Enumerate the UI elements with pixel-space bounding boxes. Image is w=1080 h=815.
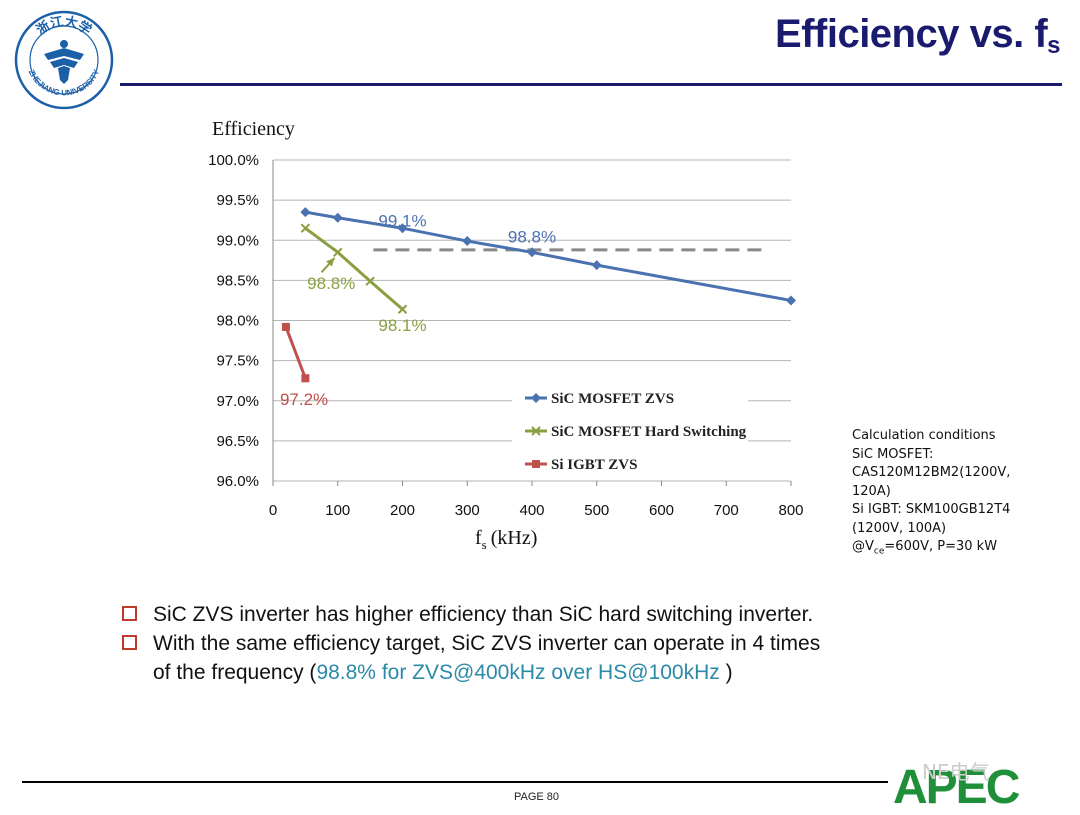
legend-label: SiC MOSFET ZVS bbox=[551, 391, 674, 407]
y-tick-label: 97.5% bbox=[216, 353, 259, 370]
data-label: 97.2% bbox=[280, 390, 328, 409]
y-tick-label: 96.5% bbox=[216, 433, 259, 450]
data-point-stroke bbox=[365, 276, 375, 286]
data-point bbox=[301, 374, 310, 383]
title-divider bbox=[120, 83, 1062, 86]
data-point bbox=[786, 295, 796, 306]
efficiency-chart: Efficiency 96.0% 96.5% 97.0% 97.5% 98.0% 98.5… bbox=[208, 118, 804, 552]
x-tick-label: 200 bbox=[390, 502, 415, 519]
x-tick-label: 100 bbox=[325, 502, 350, 519]
data-point bbox=[462, 236, 473, 247]
bullet-text: SiC ZVS inverter has higher efficiency t… bbox=[153, 603, 814, 626]
bullet-text-pre: of the frequency ( bbox=[153, 661, 317, 684]
calculation-conditions: Calculation conditions SiC MOSFET: CAS12… bbox=[852, 427, 1052, 561]
university-logo: 浙江大学 ZHEJIANG UNIVERSITY bbox=[14, 10, 114, 110]
chart-series bbox=[281, 207, 796, 383]
watermark: NE电气 bbox=[922, 760, 990, 784]
data-point-stroke bbox=[300, 223, 311, 233]
x-axis-label-unit: (kHz) bbox=[491, 527, 538, 549]
condition-subscript: ce bbox=[873, 546, 885, 557]
data-point bbox=[531, 426, 541, 436]
bullet-box-icon bbox=[122, 606, 137, 621]
x-tick-label: 800 bbox=[778, 502, 803, 519]
condition-line: SiC MOSFET: bbox=[852, 446, 934, 462]
page-number: PAGE 80 bbox=[514, 791, 560, 803]
bullet-highlight: 98.8% for ZVS@400kHz over HS@100kHz bbox=[316, 661, 720, 684]
data-point bbox=[527, 247, 537, 258]
x-axis-label-text: f bbox=[475, 527, 482, 549]
chart-legend: SiC MOSFET ZVS SiC MOSFET Hard Switching S… bbox=[512, 380, 748, 476]
data-point bbox=[397, 304, 408, 314]
data-point bbox=[300, 207, 311, 218]
y-tick-label: 96.0% bbox=[216, 473, 259, 490]
condition-line: 120A) bbox=[852, 483, 891, 499]
data-point bbox=[300, 223, 311, 233]
condition-line: CAS120M12BM2(1200V, bbox=[852, 465, 1011, 480]
x-tick-label: 400 bbox=[519, 502, 544, 519]
series-group bbox=[300, 223, 408, 314]
data-point bbox=[332, 212, 343, 223]
data-label: 98.1% bbox=[378, 316, 426, 335]
data-label: 98.8% bbox=[307, 274, 355, 293]
condition-suffix: =600V, P=30 kW bbox=[884, 539, 998, 554]
legend-background bbox=[512, 380, 748, 476]
legend-label: Si IGBT ZVS bbox=[551, 457, 637, 473]
x-axis-label: fs (kHz) bbox=[475, 527, 537, 552]
series-group bbox=[300, 207, 796, 306]
x-tick-label: 300 bbox=[455, 502, 480, 519]
data-point bbox=[333, 247, 343, 257]
x-tick-label: 600 bbox=[649, 502, 674, 519]
condition-line: Calculation conditions bbox=[852, 428, 996, 443]
x-tick-label: 700 bbox=[714, 502, 739, 519]
data-point bbox=[365, 276, 375, 286]
x-axis-label-subscript: s bbox=[482, 537, 487, 552]
y-tick-label: 100.0% bbox=[208, 152, 259, 169]
legend-label: SiC MOSFET Hard Switching bbox=[551, 424, 747, 440]
data-label: 98.8% bbox=[508, 228, 556, 247]
data-point bbox=[532, 460, 540, 468]
y-tick-label: 99.5% bbox=[216, 192, 259, 209]
x-tick-label: 500 bbox=[584, 502, 609, 519]
footer-divider bbox=[22, 781, 888, 783]
condition-prefix: @V bbox=[852, 539, 874, 554]
chart-annotations: 99.1% 98.8% 98.8% 98.1% 97.2% bbox=[280, 212, 556, 409]
bullet-text-post: ) bbox=[719, 661, 733, 684]
slide-title: Efficiency vs. fs bbox=[775, 12, 1060, 60]
data-point-stroke bbox=[531, 426, 541, 436]
bullet-item: SiC ZVS inverter has higher efficiency t… bbox=[122, 600, 1022, 629]
y-tick-label: 97.0% bbox=[216, 393, 259, 410]
series-group bbox=[281, 322, 310, 383]
bullet-text: With the same efficiency target, SiC ZVS… bbox=[153, 632, 821, 655]
annotation-arrowhead bbox=[326, 257, 335, 267]
data-point bbox=[281, 322, 290, 331]
data-point bbox=[397, 223, 408, 234]
y-axis-ticks: 96.0% 96.5% 97.0% 97.5% 98.0% 98.5% 99.0% 99.5%… bbox=[208, 152, 259, 490]
data-point bbox=[531, 393, 541, 403]
x-axis-ticks: 0 100 200 300 400 500 600 700 800 bbox=[269, 481, 804, 519]
chart-title: Efficiency bbox=[212, 118, 295, 140]
bullet-box-icon bbox=[122, 635, 137, 650]
series-line bbox=[304, 227, 404, 311]
slide-title-text: Efficiency vs. f bbox=[775, 12, 1048, 56]
y-tick-label: 98.5% bbox=[216, 272, 259, 289]
data-point-stroke bbox=[397, 304, 408, 314]
apec-logo: APEC bbox=[893, 761, 1020, 814]
series-line bbox=[284, 326, 307, 379]
bullet-item: With the same efficiency target, SiC ZVS… bbox=[122, 629, 1022, 687]
condition-line: (1200V, 100A) bbox=[852, 520, 947, 536]
condition-line: Si IGBT: SKM100GB12T4 bbox=[852, 502, 1011, 517]
data-label: 99.1% bbox=[378, 212, 426, 231]
bullet-list: SiC ZVS inverter has higher efficiency t… bbox=[122, 600, 1022, 687]
zhejiang-university-seal-icon bbox=[44, 40, 84, 84]
x-tick-label: 0 bbox=[269, 502, 277, 519]
data-point-stroke bbox=[333, 247, 343, 257]
slide-title-subscript: s bbox=[1047, 32, 1060, 59]
condition-line-voltage: @Vce=600V, P=30 kW bbox=[852, 538, 1052, 561]
y-tick-label: 99.0% bbox=[216, 232, 259, 249]
y-tick-label: 98.0% bbox=[216, 313, 259, 330]
data-point bbox=[591, 260, 602, 271]
